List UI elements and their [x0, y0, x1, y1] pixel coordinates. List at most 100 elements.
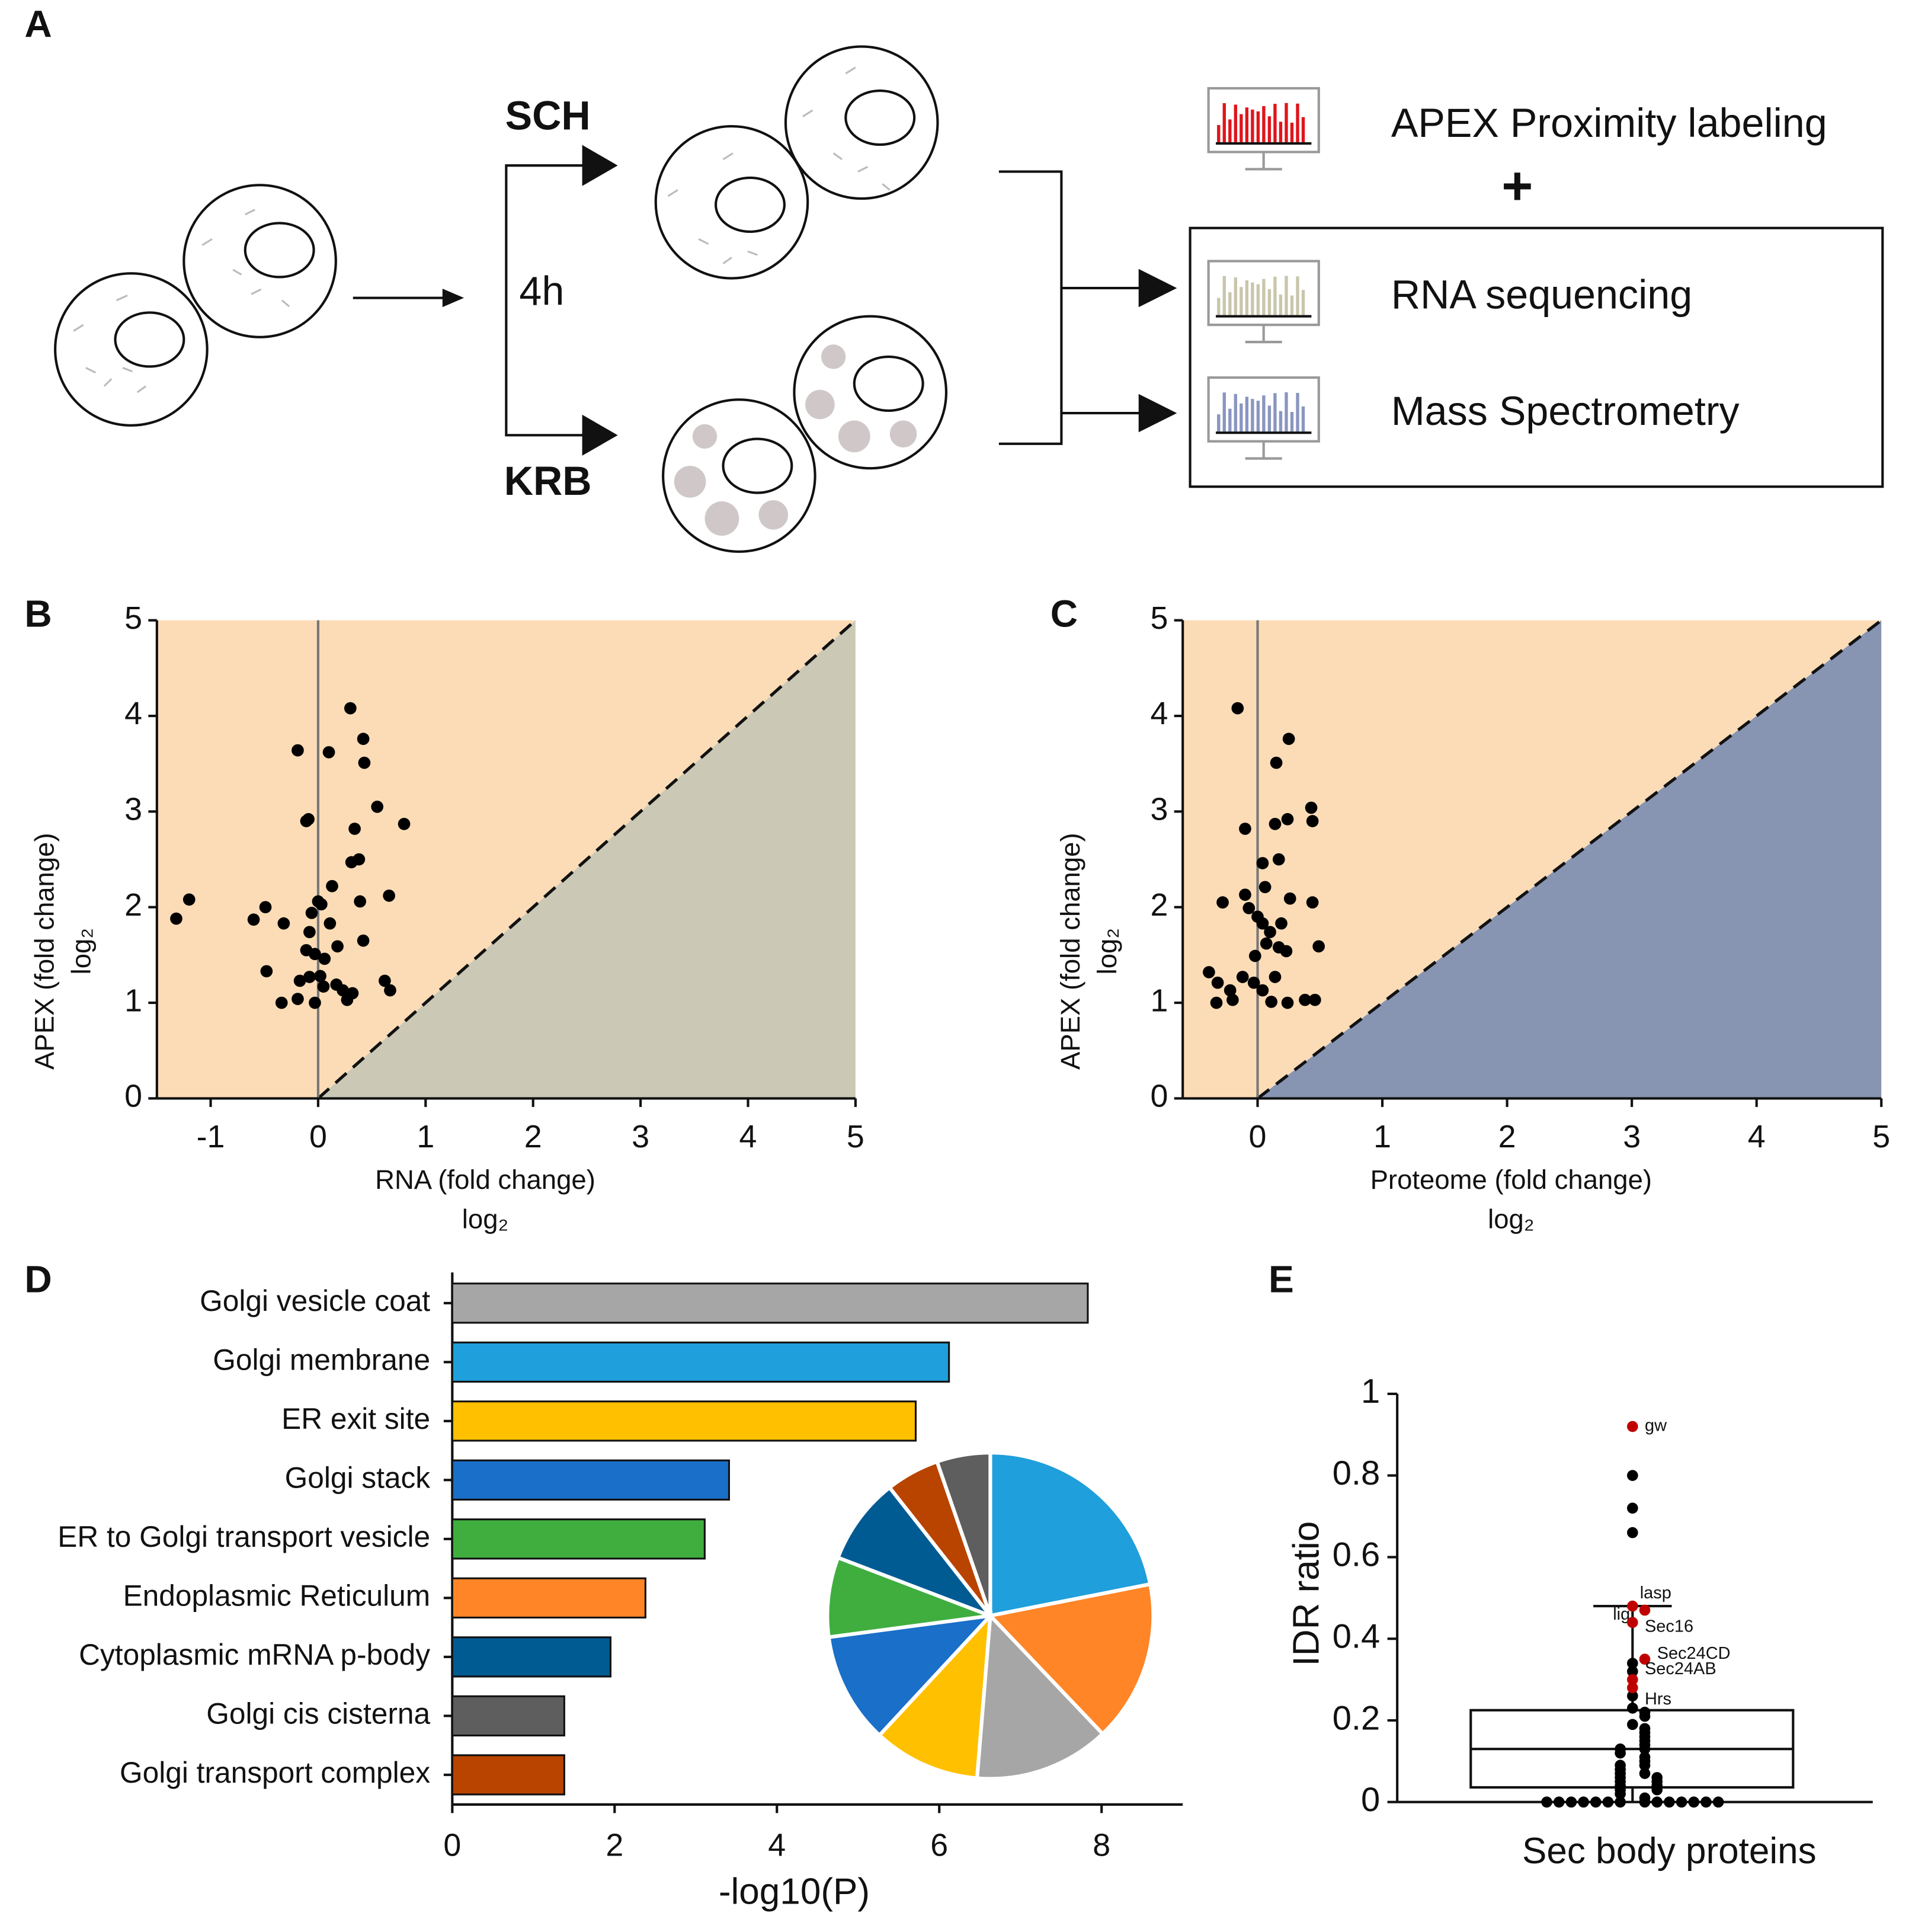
- point: [1306, 896, 1319, 909]
- point: [1627, 1470, 1638, 1481]
- point: [357, 733, 370, 746]
- point: [1272, 853, 1285, 866]
- point: [1553, 1796, 1565, 1808]
- diagonal: [317, 619, 857, 1100]
- icon-bar: [1256, 111, 1260, 142]
- panel-label: E: [1269, 1258, 1294, 1301]
- point: [305, 907, 318, 919]
- point-label: Sec16: [1645, 1617, 1693, 1636]
- point: [1590, 1796, 1602, 1808]
- point: [1281, 813, 1294, 826]
- point: [1226, 993, 1239, 1006]
- point: [1282, 733, 1295, 746]
- point: [247, 913, 260, 926]
- y-tick-label: 2: [124, 887, 142, 923]
- icon-bar: [1285, 392, 1288, 432]
- icon-bar: [1301, 117, 1305, 142]
- pie-slice: [827, 1613, 995, 1738]
- bar: [451, 1400, 917, 1442]
- point: [275, 996, 288, 1009]
- point: [383, 890, 395, 902]
- point: [1269, 971, 1282, 983]
- icon-bar: [1245, 107, 1249, 142]
- icon-bar: [1251, 109, 1254, 142]
- x-tick-label: 8: [1093, 1827, 1110, 1863]
- icon-bar: [1285, 103, 1288, 142]
- point: [314, 970, 326, 983]
- icon-bar: [1256, 401, 1260, 432]
- rna-label: RNA sequencing: [1391, 273, 1692, 318]
- icon-bar: [1262, 106, 1266, 142]
- icon-bar: [1245, 280, 1249, 315]
- point-label: lig: [1613, 1605, 1630, 1624]
- point: [357, 934, 370, 947]
- bar: [451, 1459, 730, 1501]
- point: [1309, 993, 1321, 1006]
- icon-bar: [1290, 295, 1294, 315]
- point: [302, 813, 315, 826]
- icon-bar: [1279, 295, 1283, 315]
- time-label: 4h: [519, 268, 564, 314]
- category-label: Cytoplasmic mRNA p-body: [79, 1638, 430, 1671]
- y-tick-label: 1: [1361, 1373, 1380, 1410]
- x-tick-label: 4: [1748, 1119, 1766, 1154]
- point: [1306, 815, 1319, 827]
- icon-bar: [1234, 104, 1238, 142]
- icon-bar: [1228, 292, 1232, 315]
- category-label: Golgi vesicle coat: [200, 1284, 430, 1317]
- point: [1615, 1796, 1626, 1808]
- point: [1627, 1502, 1638, 1514]
- y-tick-label: 1: [1150, 983, 1168, 1018]
- plus-sign: +: [1501, 156, 1533, 216]
- category-label: ER exit site: [281, 1402, 430, 1435]
- point: [1283, 892, 1296, 905]
- pie-slice: [934, 1451, 992, 1617]
- point: [346, 987, 359, 1000]
- category-label: Golgi cis cisterna: [206, 1697, 430, 1730]
- point: [1305, 801, 1318, 814]
- icon-bar: [1301, 406, 1305, 432]
- point: [1281, 996, 1294, 1009]
- x-tick-label: 2: [606, 1827, 623, 1863]
- labeled-point: [1627, 1421, 1638, 1432]
- x-tick-label: 6: [930, 1827, 948, 1863]
- category-label: Golgi stack: [285, 1461, 431, 1494]
- point: [1265, 996, 1278, 1008]
- point: [1627, 1527, 1638, 1538]
- x-tick-label: 0: [309, 1119, 327, 1154]
- point: [1651, 1796, 1663, 1808]
- point: [1627, 1666, 1638, 1677]
- krb-label: KRB: [504, 459, 592, 504]
- icon-bar: [1234, 277, 1238, 315]
- pie-slice: [835, 1485, 996, 1620]
- x-tick-label: 2: [524, 1119, 542, 1154]
- point: [1627, 1719, 1638, 1731]
- point: [1269, 817, 1282, 830]
- y-tick-label: 0: [1361, 1781, 1380, 1819]
- icon-bar: [1234, 394, 1238, 432]
- x-axis-sub: log₂: [462, 1204, 508, 1234]
- icon-bar: [1240, 403, 1243, 432]
- icon-bar: [1273, 276, 1277, 315]
- icon-bar: [1267, 116, 1272, 142]
- icon-bar: [1285, 276, 1288, 315]
- labeled-point: [1627, 1600, 1638, 1612]
- icon-bar: [1279, 411, 1283, 432]
- point: [309, 996, 321, 1009]
- point: [1256, 857, 1269, 869]
- point: [303, 971, 316, 983]
- category-label: ER to Golgi transport vesicle: [57, 1520, 430, 1553]
- panel-label: D: [24, 1258, 52, 1301]
- point: [398, 817, 411, 830]
- labeled-point: [1627, 1682, 1638, 1694]
- point: [1231, 702, 1244, 715]
- point: [358, 756, 371, 769]
- icon-bar: [1262, 279, 1266, 315]
- y-tick-label: 1: [124, 983, 142, 1018]
- y-tick-label: 5: [1150, 600, 1168, 636]
- panel-label: C: [1051, 592, 1078, 635]
- icon-bar: [1273, 393, 1277, 432]
- region-above: [156, 620, 856, 1099]
- bar: [451, 1282, 1089, 1324]
